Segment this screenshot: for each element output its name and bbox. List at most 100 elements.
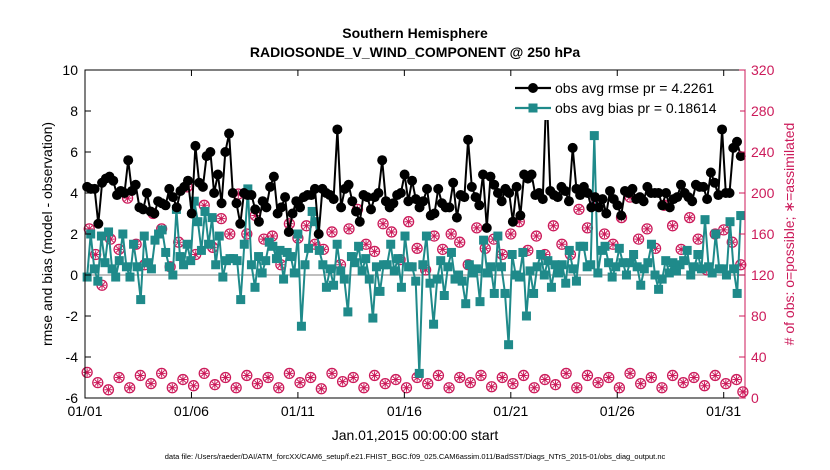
possible-obs-star xyxy=(327,369,336,378)
possible-obs-marker xyxy=(581,369,594,382)
y-right-tick-label: 320 xyxy=(751,62,775,78)
bias-point xyxy=(182,239,192,249)
assimilated-obs-star xyxy=(532,232,541,241)
bias-point xyxy=(436,256,446,266)
possible-obs-star xyxy=(232,383,241,392)
possible-obs-star xyxy=(732,375,741,384)
y-right-tick-label: 160 xyxy=(751,226,775,242)
bias-point xyxy=(482,268,492,278)
bias-point xyxy=(600,241,610,251)
assimilated-obs-marker xyxy=(641,223,653,235)
possible-obs-star xyxy=(530,383,539,392)
bias-point xyxy=(332,239,342,249)
assimilated-obs-star xyxy=(379,219,388,228)
bias-point xyxy=(414,368,424,378)
assimilated-obs-star xyxy=(85,224,94,233)
rmse-point xyxy=(309,183,320,194)
bias-point xyxy=(432,274,442,284)
bias-point xyxy=(175,252,185,262)
bias-point xyxy=(261,256,271,266)
bias-point xyxy=(257,268,267,278)
y-tick-label: 6 xyxy=(70,144,78,160)
rmse-point xyxy=(612,200,623,211)
x-tick-label: 01/01 xyxy=(67,403,102,419)
bias-point xyxy=(461,299,471,309)
possible-obs-star xyxy=(657,383,666,392)
possible-obs-star xyxy=(93,378,102,387)
bias-point xyxy=(200,206,210,216)
possible-obs-circle xyxy=(305,371,317,384)
bias-point xyxy=(700,215,710,225)
rmse-point xyxy=(496,196,507,207)
bias-point xyxy=(532,262,542,272)
rmse-point xyxy=(735,151,746,162)
possible-obs-circle xyxy=(496,371,508,384)
rmse-point xyxy=(328,194,339,205)
possible-obs-circle xyxy=(145,377,157,390)
y-right-tick-label: 40 xyxy=(751,349,767,365)
rmse-point xyxy=(638,196,649,207)
bias-point xyxy=(457,276,467,286)
x-tick-label: 01/16 xyxy=(387,403,422,419)
y-tick-label: 2 xyxy=(70,226,78,242)
possible-obs-marker xyxy=(624,367,636,380)
bias-point xyxy=(329,280,339,290)
assimilated-obs-marker xyxy=(224,228,236,240)
bias-point xyxy=(375,286,385,296)
rmse-point xyxy=(123,155,134,166)
possible-obs-circle xyxy=(698,380,711,392)
possible-obs-circle xyxy=(464,376,477,389)
bias-point xyxy=(464,260,474,270)
possible-obs-marker xyxy=(603,371,615,384)
bias-point xyxy=(268,241,278,251)
bias-point xyxy=(650,270,660,280)
assimilated-obs-circle xyxy=(454,236,466,248)
possible-obs-circle xyxy=(155,367,168,380)
possible-obs-star xyxy=(115,373,124,382)
possible-obs-circle xyxy=(219,371,232,384)
rmse-point xyxy=(489,179,500,190)
rmse-point xyxy=(89,183,100,194)
rmse-point xyxy=(459,192,470,203)
possible-obs-circle xyxy=(528,382,540,394)
possible-obs-star xyxy=(296,378,305,387)
possible-obs-marker xyxy=(145,377,157,390)
rmse-point xyxy=(186,208,197,219)
legend: obs avg rmse pr = 4.2261 obs avg bias pr… xyxy=(512,76,740,120)
rmse-point xyxy=(130,179,141,190)
rmse-point xyxy=(597,194,608,205)
bias-point xyxy=(625,258,635,268)
bias-point xyxy=(321,282,331,292)
bias-point xyxy=(507,250,517,259)
rmse-point xyxy=(212,169,223,180)
possible-obs-marker xyxy=(688,371,700,384)
y-right-tick-label: 240 xyxy=(751,144,775,160)
bias-point xyxy=(471,264,481,274)
assimilated-obs-marker xyxy=(437,243,449,256)
rmse-point xyxy=(418,196,429,207)
possible-obs-circle xyxy=(624,367,636,380)
assimilated-obs-marker xyxy=(385,226,398,238)
assimilated-obs-star xyxy=(583,223,592,232)
rmse-point xyxy=(563,196,574,207)
rmse-point xyxy=(675,179,686,190)
possible-obs-star xyxy=(264,373,273,382)
bias-point xyxy=(589,131,599,141)
assimilated-obs-circle xyxy=(241,228,253,240)
bias-point xyxy=(111,272,121,282)
assimilated-obs-marker xyxy=(454,236,466,248)
rmse-point xyxy=(705,167,716,178)
bias-point xyxy=(314,245,324,255)
possible-obs-circle xyxy=(581,369,594,382)
bias-point xyxy=(211,260,221,270)
possible-obs-marker xyxy=(517,369,530,382)
bias-point xyxy=(643,258,653,268)
assimilated-obs-star xyxy=(327,227,336,236)
rmse-point xyxy=(160,200,171,211)
possible-obs-circle xyxy=(656,382,668,394)
rmse-point xyxy=(593,202,604,213)
possible-obs-circle xyxy=(294,376,306,389)
possible-obs-circle xyxy=(187,380,200,392)
possible-obs-circle xyxy=(358,382,370,394)
possible-obs-marker xyxy=(666,369,679,382)
